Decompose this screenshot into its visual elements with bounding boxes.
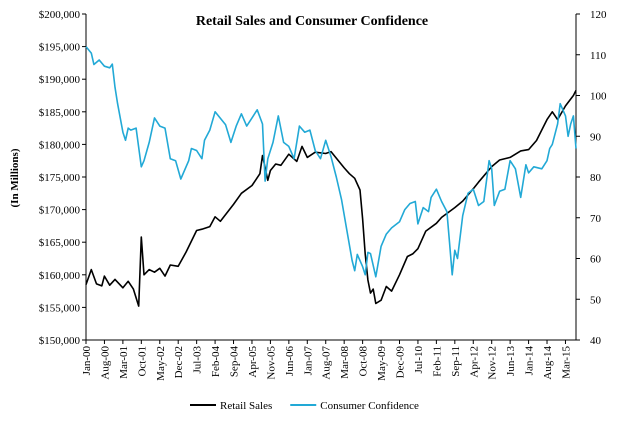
x-tick-label: Dec-09 [394,346,406,379]
x-tick-label: Sep-04 [229,346,241,378]
y2-tick-label: 40 [590,335,602,347]
x-tick-label: May-09 [376,346,388,381]
x-tick-label: Apr-05 [247,346,259,378]
x-tick-label: Dec-02 [173,346,185,378]
y2-tick-label: 60 [590,254,602,266]
legend-label-consumer-confidence: Consumer Confidence [320,400,419,412]
y2-tick-label: 70 [590,213,602,225]
y-tick-label: $165,000 [39,237,81,249]
x-tick-label: Aug-07 [321,346,333,380]
x-tick-label: Nov-05 [265,346,277,380]
x-tick-label: Sep-11 [450,346,462,377]
y2-tick-label: 50 [590,294,602,306]
x-tick-label: Feb-04 [210,346,222,378]
series-group [85,46,577,307]
x-tick-label: Mar-08 [339,346,351,379]
axes: $150,000 $155,000 $160,000 $165,000 $170,000… [39,9,607,381]
y-tick-label: $155,000 [39,302,81,314]
x-tick-label: Jan-07 [302,346,314,376]
x-tick-label: Jul-03 [192,346,204,374]
x-tick-label: Feb-11 [431,346,443,377]
x-tick-label: Jan-00 [81,346,93,376]
y2-tick-label: 110 [590,50,607,62]
y-tick-label: $175,000 [39,172,81,184]
x-tick-label: Mar-15 [560,346,572,379]
y-tick-label: $195,000 [39,42,81,54]
x-tick-label: Aug-14 [542,346,554,380]
y2-tick-label: 90 [590,131,602,143]
x-tick-label: Apr-12 [468,346,480,378]
series-line-retail-sales [85,89,577,307]
y-tick-label: $185,000 [39,107,81,119]
y-tick-label: $180,000 [39,139,81,151]
y2-tick-label: 80 [590,172,602,184]
x-tick-label: May-02 [155,346,167,381]
x-tick-label: Oct-08 [358,346,370,377]
legend-label-retail-sales: Retail Sales [220,400,272,412]
x-tick-label: Jun-06 [284,346,296,376]
x-tick-label: Oct-01 [136,346,148,377]
chart-title: Retail Sales and Consumer Confidence [196,14,428,29]
x-tick-label: Jun-13 [505,346,517,376]
x-tick-label: Aug-00 [99,346,111,380]
x-tick-label: Nov-12 [487,346,499,380]
x-tick-label: Jul-10 [413,346,425,374]
y2-tick-label: 100 [590,91,607,103]
y-tick-label: $190,000 [39,74,81,86]
x-tick-label: Jan-14 [524,346,536,376]
x-tick-label: Mar-01 [118,346,130,379]
y2-tick-label: 120 [590,9,607,21]
y-tick-label: $170,000 [39,205,81,217]
y-tick-label: $200,000 [39,9,81,21]
legend: Retail Sales Consumer Confidence [190,400,419,412]
y-tick-label: $160,000 [39,270,81,282]
series-line-consumer-confidence [85,46,577,278]
y-axis-label: (In Millions) [9,148,21,207]
y-tick-label: $150,000 [39,335,81,347]
